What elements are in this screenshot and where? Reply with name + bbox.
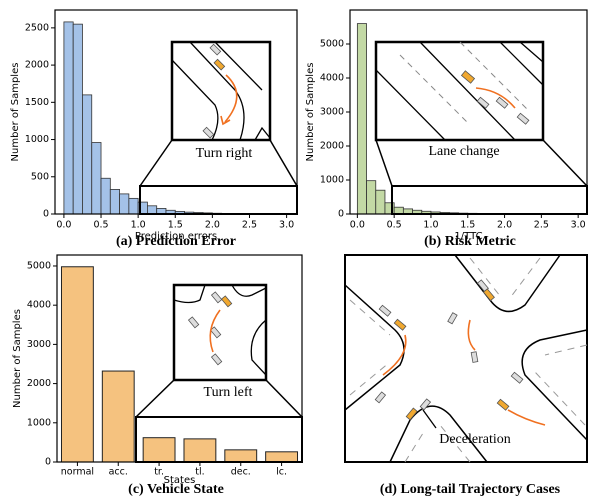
bar bbox=[64, 22, 73, 214]
x-tick-label: 0.0 bbox=[56, 220, 71, 231]
inset-b: Lane change bbox=[376, 42, 587, 214]
y-tick-label: 0 bbox=[338, 209, 344, 220]
inset-a: Turn right bbox=[140, 42, 297, 214]
panel-frame bbox=[345, 255, 587, 462]
zoom-line bbox=[543, 140, 587, 186]
bar bbox=[82, 95, 91, 214]
zoom-line bbox=[266, 380, 302, 417]
zoom-line bbox=[270, 140, 297, 186]
y-tick-label: 1000 bbox=[27, 417, 51, 428]
bar bbox=[266, 452, 298, 462]
x-tick-label: 1.0 bbox=[131, 220, 146, 231]
y-tick-label: 0 bbox=[43, 209, 49, 220]
x-tick-label: 0.5 bbox=[93, 220, 108, 231]
annotation: Lane change bbox=[428, 144, 499, 159]
inset-c: Turn left bbox=[136, 285, 302, 462]
y-tick-label: 0 bbox=[45, 457, 51, 468]
annotation: Deceleration bbox=[439, 432, 511, 447]
zoom-line bbox=[376, 140, 392, 186]
bar bbox=[73, 24, 82, 214]
y-tick-label: 2000 bbox=[320, 141, 344, 152]
bar bbox=[376, 190, 385, 214]
inset-box bbox=[172, 42, 270, 140]
x-tick-label: lc. bbox=[276, 467, 287, 478]
x-tick-label: 3.0 bbox=[279, 220, 294, 231]
x-tick-label: normal bbox=[61, 467, 94, 478]
y-axis-label: Number of Samples bbox=[305, 63, 316, 162]
x-tick-label: 3.0 bbox=[571, 220, 586, 231]
y-tick-label: 1500 bbox=[25, 97, 49, 108]
y-tick-label: 4000 bbox=[320, 73, 344, 84]
x-tick-label: 0.5 bbox=[387, 220, 402, 231]
x-tick-label: 1.5 bbox=[168, 220, 183, 231]
bar bbox=[225, 450, 257, 462]
x-tick-label: dec. bbox=[231, 467, 251, 478]
bar bbox=[147, 206, 156, 214]
bar bbox=[101, 178, 110, 214]
y-tick-label: 5000 bbox=[27, 260, 51, 271]
y-tick-label: 3000 bbox=[27, 339, 51, 350]
y-tick-label: 2500 bbox=[25, 22, 49, 33]
y-tick-label: 4000 bbox=[27, 300, 51, 311]
bar bbox=[129, 198, 138, 214]
caption: (a) Prediction Error bbox=[116, 234, 236, 249]
x-tick-label: tr. bbox=[154, 467, 164, 478]
zoom-line bbox=[140, 140, 172, 186]
y-tick-label: 1000 bbox=[25, 134, 49, 145]
figure: 0 500 1000 1500 2000 2500 0.0 0.5 1.0 1.5 2.0 2.5 3.… bbox=[0, 0, 594, 498]
bar bbox=[120, 194, 129, 214]
caption: (b) Risk Metric bbox=[424, 234, 516, 249]
y-tick-label: 1000 bbox=[320, 175, 344, 186]
bar bbox=[102, 371, 134, 462]
caption: (d) Long-tail Trajectory Cases bbox=[380, 482, 561, 497]
bar bbox=[367, 181, 376, 214]
bar bbox=[92, 143, 101, 214]
y-tick-label: 2000 bbox=[27, 378, 51, 389]
bar bbox=[61, 267, 93, 462]
bar bbox=[110, 189, 119, 214]
y-tick-label: 500 bbox=[31, 171, 49, 182]
bar bbox=[184, 439, 216, 462]
annotation: Turn left bbox=[204, 385, 253, 400]
zoom-box bbox=[392, 186, 587, 214]
y-axis-label: Number of Samples bbox=[10, 63, 21, 162]
x-tick-label: 2.0 bbox=[205, 220, 220, 231]
y-tick-label: 5000 bbox=[320, 39, 344, 50]
x-tick-label: acc. bbox=[109, 467, 128, 478]
bar bbox=[357, 24, 366, 214]
x-tick-label: 2.5 bbox=[534, 220, 549, 231]
x-tick-label: 1.5 bbox=[460, 220, 475, 231]
y-tick-label: 3000 bbox=[320, 107, 344, 118]
bar bbox=[143, 438, 175, 462]
x-tick-label: 2.5 bbox=[242, 220, 257, 231]
panel-d: Deceleration (d) Long-tail Trajectory Ca… bbox=[345, 255, 587, 497]
x-tick-label: tl. bbox=[195, 467, 204, 478]
x-tick-label: 0.0 bbox=[350, 220, 365, 231]
caption: (c) Vehicle State bbox=[128, 482, 224, 497]
x-tick-label: 2.0 bbox=[497, 220, 512, 231]
annotation: Turn right bbox=[196, 146, 253, 161]
bar bbox=[394, 207, 403, 214]
y-axis-label: Number of Samples bbox=[12, 309, 23, 408]
x-tick-label: 1.0 bbox=[423, 220, 438, 231]
zoom-line bbox=[136, 380, 174, 417]
y-tick-label: 2000 bbox=[25, 60, 49, 71]
